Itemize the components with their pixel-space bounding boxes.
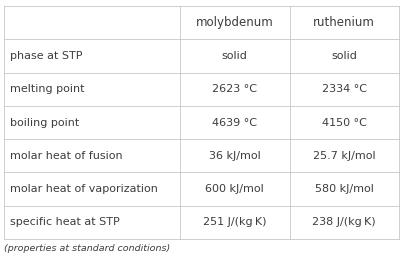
- Text: 251 J/(kg K): 251 J/(kg K): [203, 217, 266, 227]
- Text: 580 kJ/mol: 580 kJ/mol: [315, 184, 374, 194]
- Text: phase at STP: phase at STP: [10, 51, 83, 61]
- Text: molar heat of vaporization: molar heat of vaporization: [10, 184, 158, 194]
- Text: 4150 °C: 4150 °C: [322, 117, 367, 128]
- Text: solid: solid: [331, 51, 357, 61]
- Text: 600 kJ/mol: 600 kJ/mol: [205, 184, 264, 194]
- Text: molar heat of fusion: molar heat of fusion: [10, 151, 123, 161]
- Text: solid: solid: [222, 51, 247, 61]
- Text: (properties at standard conditions): (properties at standard conditions): [4, 244, 170, 253]
- Text: 238 J/(kg K): 238 J/(kg K): [312, 217, 376, 227]
- Text: 25.7 kJ/mol: 25.7 kJ/mol: [313, 151, 376, 161]
- Text: melting point: melting point: [10, 84, 85, 94]
- Text: 2623 °C: 2623 °C: [212, 84, 257, 94]
- Text: molybdenum: molybdenum: [196, 16, 274, 29]
- Text: specific heat at STP: specific heat at STP: [10, 217, 120, 227]
- Text: ruthenium: ruthenium: [314, 16, 375, 29]
- Text: 4639 °C: 4639 °C: [212, 117, 257, 128]
- Text: 36 kJ/mol: 36 kJ/mol: [209, 151, 261, 161]
- Text: boiling point: boiling point: [10, 117, 79, 128]
- Text: 2334 °C: 2334 °C: [322, 84, 367, 94]
